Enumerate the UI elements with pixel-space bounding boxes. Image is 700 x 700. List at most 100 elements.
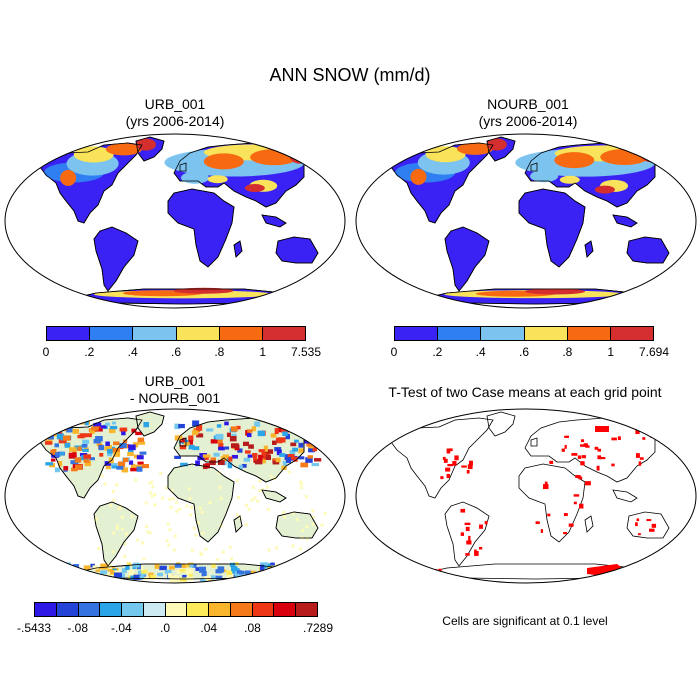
diff-cell bbox=[244, 503, 248, 507]
diff-cell bbox=[300, 462, 309, 468]
diff-cell bbox=[70, 460, 79, 465]
landmass-madagascar bbox=[233, 240, 243, 258]
diff-cell bbox=[169, 565, 175, 570]
diff-cell bbox=[116, 466, 124, 470]
diff-cell bbox=[247, 507, 251, 511]
diff-cell bbox=[72, 570, 77, 576]
diff-cell bbox=[109, 427, 116, 434]
significant-cell bbox=[595, 426, 609, 432]
colorbar-tick-label: .04 bbox=[200, 621, 218, 635]
significant-cell bbox=[635, 453, 640, 458]
diff-cell bbox=[274, 571, 282, 576]
diff-cell bbox=[218, 485, 222, 489]
diff-cell bbox=[230, 426, 238, 432]
diff-cell bbox=[121, 467, 129, 473]
diff-cell bbox=[197, 521, 201, 525]
colorbar-tick-label: 0 bbox=[42, 345, 50, 359]
significant-cell bbox=[440, 476, 444, 480]
landmass-madagascar bbox=[233, 515, 243, 533]
diff-cell bbox=[164, 486, 168, 490]
diff-cell bbox=[312, 432, 321, 437]
diff-cell bbox=[292, 447, 299, 452]
diff-cell bbox=[168, 497, 172, 501]
diff-cell bbox=[117, 461, 126, 467]
diff-cell bbox=[243, 457, 251, 462]
diff-cell bbox=[133, 562, 140, 568]
significant-cell bbox=[547, 513, 551, 517]
colorbar-swatch bbox=[133, 327, 177, 340]
snow-region bbox=[594, 185, 615, 194]
diff-cell bbox=[148, 531, 152, 535]
diff-cell bbox=[254, 458, 263, 465]
colorbar-tick-label: .08 bbox=[244, 621, 261, 635]
diff-cell bbox=[107, 449, 113, 454]
diff-cell bbox=[287, 470, 291, 474]
colorbar-swatch bbox=[187, 603, 210, 616]
diff-cell bbox=[142, 557, 146, 561]
significant-cell bbox=[438, 568, 442, 572]
diff-cell bbox=[97, 547, 101, 551]
diff-cell bbox=[307, 455, 313, 459]
panel-title-line2: (yrs 2006-2014) bbox=[125, 113, 225, 129]
diff-cell bbox=[211, 563, 216, 568]
diff-cell bbox=[136, 538, 140, 542]
diff-cell bbox=[298, 429, 303, 433]
landmass-indonesia bbox=[612, 489, 638, 503]
colorbar-swatch bbox=[143, 603, 166, 616]
diff-cell bbox=[265, 485, 269, 489]
diff-cell bbox=[91, 426, 99, 431]
diff-cell bbox=[282, 510, 286, 514]
diff-cell bbox=[217, 579, 223, 583]
diff-cell bbox=[119, 427, 128, 432]
snow-region bbox=[105, 143, 142, 156]
diff-cell bbox=[150, 494, 154, 498]
diff-cell bbox=[52, 449, 57, 455]
diff-cell bbox=[205, 463, 210, 469]
colorbar-swatch bbox=[252, 603, 275, 616]
colorbar-tick-label: .2 bbox=[432, 345, 443, 359]
diff-cell bbox=[104, 578, 112, 583]
significant-cell bbox=[466, 540, 472, 545]
diff-cell bbox=[118, 505, 122, 509]
diff-cell bbox=[113, 572, 122, 578]
diff-cell bbox=[238, 464, 243, 470]
significant-cell bbox=[535, 521, 540, 525]
diff-cell bbox=[248, 574, 256, 579]
diff-cell bbox=[171, 497, 175, 501]
diff-cell bbox=[94, 517, 98, 521]
diff-cell bbox=[244, 570, 251, 576]
diff-cell bbox=[209, 460, 216, 466]
diff-cell bbox=[111, 490, 115, 494]
diff-cell bbox=[166, 522, 170, 526]
diff-cell bbox=[258, 449, 265, 453]
diff-cell bbox=[258, 479, 262, 483]
diff-cell bbox=[109, 425, 118, 430]
diff-cell bbox=[199, 579, 208, 583]
diff-cell bbox=[109, 504, 113, 508]
diff-cell bbox=[208, 500, 212, 504]
landmass-africa bbox=[518, 188, 586, 268]
diff-cell bbox=[236, 570, 242, 574]
diff-cell bbox=[244, 450, 251, 454]
diff-cell bbox=[175, 509, 179, 513]
diff-cell bbox=[289, 450, 296, 456]
significant-cell bbox=[580, 439, 585, 443]
diff-cell bbox=[172, 579, 180, 583]
diff-cell bbox=[294, 439, 299, 443]
diff-cell bbox=[55, 452, 61, 458]
landmass-africa bbox=[167, 463, 235, 543]
diff-cell bbox=[188, 444, 195, 450]
diff-cell bbox=[266, 508, 270, 512]
colorbar-tick-label: -.5433 bbox=[16, 621, 52, 635]
diff-cell bbox=[258, 455, 263, 461]
diff-cell bbox=[62, 435, 71, 441]
diff-cell bbox=[215, 433, 224, 440]
colorbar-swatch bbox=[122, 603, 144, 616]
significant-cell bbox=[445, 467, 451, 472]
diff-cell bbox=[192, 420, 200, 427]
diff-cell bbox=[203, 456, 209, 460]
panel-title-line2: (yrs 2006-2014) bbox=[478, 113, 578, 129]
diff-cell bbox=[154, 563, 160, 569]
diff-cell bbox=[213, 452, 220, 457]
landmass-uk bbox=[179, 162, 187, 172]
